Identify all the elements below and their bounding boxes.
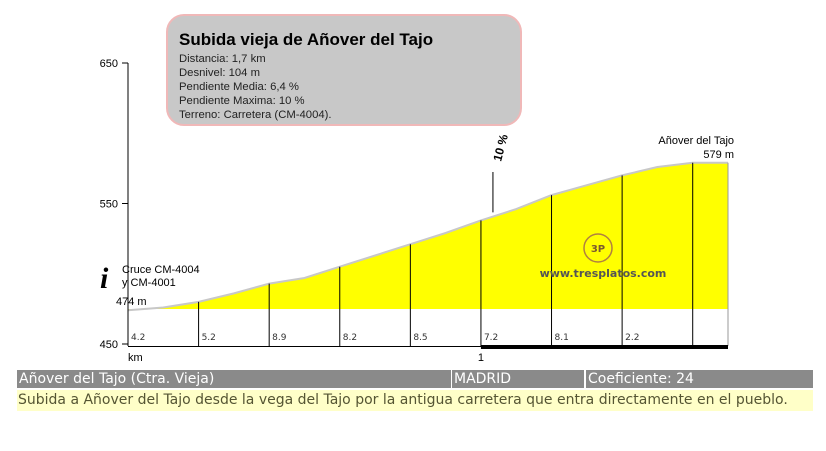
start-name-label: y CM-4001 xyxy=(122,277,176,289)
info-icon: i xyxy=(100,262,109,295)
x-axis-second-km-bar xyxy=(480,345,728,349)
segment-gradient-label: 8.5 xyxy=(413,333,427,343)
watermark-text: www.tresplatos.com xyxy=(540,267,667,280)
max-gradient-label: 10 % xyxy=(490,132,511,162)
segment-gradient-label: 2.2 xyxy=(625,333,639,343)
end-altitude-label: 579 m xyxy=(703,149,734,161)
info-average-gradient: Pendiente Media: 6,4 % xyxy=(179,81,299,93)
x-axis-label: km xyxy=(128,352,143,364)
watermark-logo: 3P xyxy=(591,244,605,255)
x-tick-label: 1 xyxy=(478,352,484,364)
end-name-label: Añover del Tajo xyxy=(658,135,734,147)
segment-gradient-label: 8.2 xyxy=(343,333,357,343)
altitude-profile-chart: 4.2 5.2 8.9 8.2 8.5 7.2 8.1 2.2 650 550 450 km 1 10… xyxy=(100,58,734,364)
segment-gradient-label: 8.9 xyxy=(272,333,287,343)
start-name-label: Cruce CM-4004 xyxy=(122,264,200,276)
watermark-logo-ring xyxy=(583,233,613,263)
segment-gradient-label: 5.2 xyxy=(202,333,216,343)
info-terrain: Terreno: Carretera (CM-4004). xyxy=(179,109,332,121)
climb-title: Subida vieja de Añover del Tajo xyxy=(179,30,434,49)
segment-gradient-label: 7.2 xyxy=(484,333,498,343)
start-altitude-label: 474 m xyxy=(116,296,147,308)
profile-line xyxy=(127,161,728,312)
y-tick-label: 650 xyxy=(100,58,118,70)
climb-name-cell: Añover del Tajo (Ctra. Vieja) xyxy=(17,370,451,388)
info-distance: Distancia: 1,7 km xyxy=(179,53,266,65)
coefficient-cell: Coeficiente: 24 xyxy=(586,370,813,388)
segment-gradient-label: 8.1 xyxy=(555,333,569,343)
province-cell: MADRID xyxy=(452,370,584,388)
profile-area xyxy=(128,162,728,311)
y-tick-label: 550 xyxy=(100,199,118,211)
segment-gradient-label: 4.2 xyxy=(131,333,145,343)
climb-summary-row: Añover del Tajo (Ctra. Vieja) MADRID Coe… xyxy=(17,370,813,388)
climb-info-box: Subida vieja de Añover del Tajo Distanci… xyxy=(166,14,522,126)
info-elevation-gain: Desnivel: 104 m xyxy=(179,67,260,79)
climb-description: Subida a Añover del Tajo desde la vega d… xyxy=(17,390,813,411)
info-max-gradient: Pendiente Maxima: 10 % xyxy=(179,95,305,107)
y-tick-label: 450 xyxy=(100,339,118,351)
